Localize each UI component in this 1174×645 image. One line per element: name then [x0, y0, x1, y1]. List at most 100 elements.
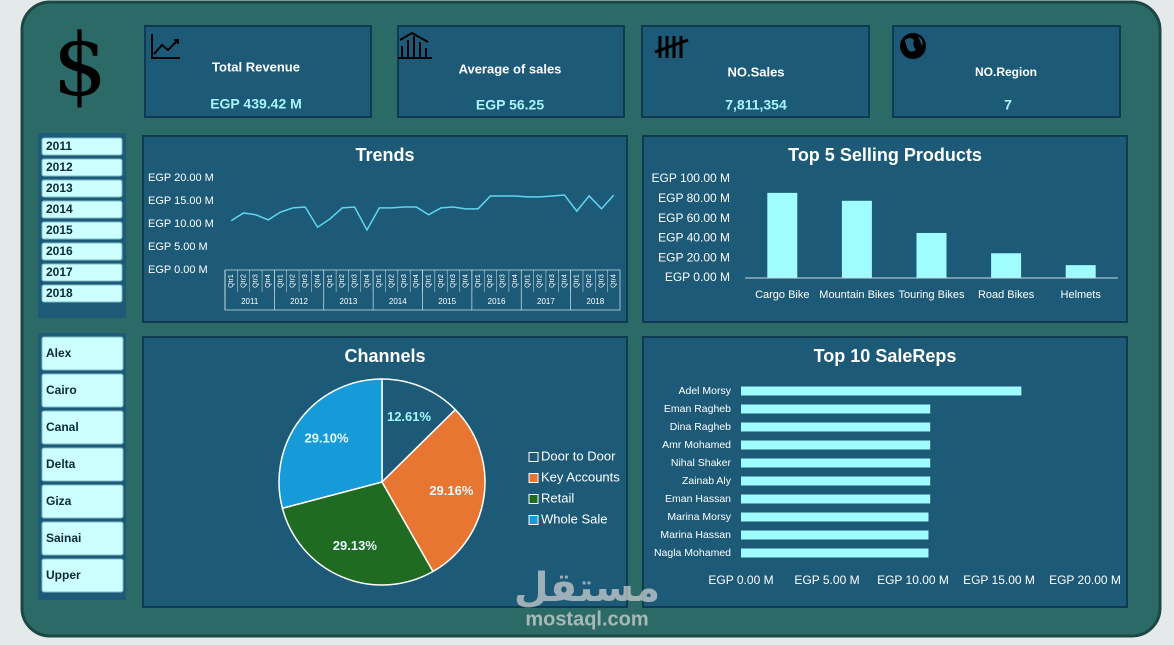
x-tick-label: Qtr2 — [339, 274, 346, 288]
x-tick-label: EGP 5.00 M — [794, 573, 859, 587]
bar — [841, 200, 872, 278]
bar — [741, 404, 931, 414]
region-button[interactable] — [41, 373, 124, 408]
chart-panel — [642, 135, 1128, 323]
x-tick-label: Qtr4 — [413, 274, 420, 288]
x-tick-label: Qtr4 — [463, 274, 470, 288]
y-tick-label: Nihal Shaker — [671, 457, 732, 469]
year-button[interactable] — [41, 263, 123, 282]
region-button-label[interactable]: Delta — [46, 457, 76, 471]
region-button[interactable] — [41, 484, 124, 519]
year-button[interactable] — [41, 137, 123, 156]
bar — [741, 494, 931, 504]
year-button-label[interactable]: 2015 — [46, 223, 73, 237]
x-tick-label: Qtr1 — [574, 274, 581, 288]
year-button[interactable] — [41, 284, 123, 303]
x-tick-label: Qtr3 — [351, 274, 358, 288]
bar — [741, 548, 929, 558]
icon-globe — [900, 33, 926, 59]
bar — [991, 253, 1022, 278]
region-button-label[interactable]: Sainai — [46, 531, 81, 545]
kpi-card — [892, 25, 1121, 118]
data-label: 29.13% — [333, 538, 378, 553]
region-button[interactable] — [41, 521, 124, 556]
x-tick-label: Qtr1 — [228, 274, 235, 288]
logo: $ — [53, 16, 108, 116]
legend-label: Whole Sale — [541, 511, 607, 526]
x-group-label: 2017 — [537, 297, 555, 306]
legend-swatch — [528, 494, 539, 504]
kpi-value: 7,811,354 — [725, 97, 787, 113]
x-tick-label: Touring Bikes — [898, 289, 965, 301]
x-tick-label: Qtr3 — [401, 274, 408, 288]
x-group-label: 2012 — [290, 297, 308, 306]
kpi-value: 7 — [1004, 97, 1012, 113]
year-button-label[interactable]: 2017 — [46, 265, 73, 279]
year-button[interactable] — [41, 158, 123, 177]
bar — [741, 422, 931, 432]
x-tick-label: Mountain Bikes — [819, 289, 895, 301]
region-button[interactable] — [41, 410, 124, 445]
icon-bars — [398, 31, 432, 59]
year-button-label[interactable]: 2012 — [46, 160, 73, 174]
region-button[interactable] — [41, 558, 124, 593]
region-button[interactable] — [41, 447, 124, 482]
x-tick-label: Qtr4 — [512, 274, 519, 288]
region-button-label[interactable]: Cairo — [46, 383, 77, 397]
bar — [741, 440, 931, 450]
x-tick-label: EGP 15.00 M — [963, 573, 1035, 587]
y-tick-label: EGP 80.00 M — [658, 191, 730, 205]
kpi-value: EGP 439.42 M — [210, 96, 302, 112]
x-tick-label: Qtr2 — [537, 274, 544, 288]
y-tick-label: Adel Morsy — [678, 385, 731, 397]
year-button[interactable] — [41, 179, 123, 198]
y-tick-label: EGP 15.00 M — [148, 195, 214, 207]
bar — [916, 232, 947, 278]
year-button-label[interactable]: 2018 — [46, 286, 73, 300]
x-tick-label: Qtr1 — [426, 274, 433, 288]
x-tick-label: Cargo Bike — [755, 289, 809, 301]
year-button-label[interactable]: 2016 — [46, 244, 73, 258]
x-tick-label: Helmets — [1061, 289, 1102, 301]
x-tick-label: Qtr2 — [388, 274, 395, 288]
data-label: 12.61% — [387, 409, 432, 424]
icon-tally — [654, 36, 689, 58]
y-tick-label: EGP 5.00 M — [148, 241, 208, 253]
region-button-label[interactable]: Giza — [46, 494, 72, 508]
bar — [741, 458, 931, 468]
pie-slice — [278, 378, 383, 510]
y-tick-label: Marina Hassan — [660, 529, 731, 541]
kpi-title: Total Revenue — [212, 59, 300, 74]
y-tick-label: Zainab Aly — [682, 475, 732, 487]
y-tick-label: EGP 40.00 M — [658, 231, 730, 245]
chart-title: Top 10 SaleReps — [814, 346, 957, 366]
x-group-label: 2013 — [340, 297, 358, 306]
x-tick-label: Qtr2 — [586, 274, 593, 288]
region-button-label[interactable]: Upper — [46, 568, 81, 582]
bar — [1065, 265, 1096, 278]
legend-swatch — [528, 515, 539, 525]
region-button[interactable] — [41, 336, 124, 371]
chart-panel — [642, 336, 1128, 608]
year-button[interactable] — [41, 242, 123, 261]
year-button-label[interactable]: 2011 — [46, 139, 72, 153]
year-button[interactable] — [41, 200, 123, 219]
year-button-label[interactable]: 2013 — [46, 181, 73, 195]
x-tick-label: Qtr4 — [265, 274, 272, 288]
trend-line — [230, 194, 615, 232]
bar — [741, 386, 1022, 396]
x-group-label: 2018 — [586, 297, 604, 306]
kpi-title: NO.Region — [975, 65, 1037, 79]
chart-panel — [142, 135, 628, 323]
x-tick-label: EGP 20.00 M — [1049, 573, 1121, 587]
x-tick-label: EGP 10.00 M — [877, 573, 949, 587]
region-button-label[interactable]: Alex — [46, 346, 72, 360]
year-button[interactable] — [41, 221, 123, 240]
kpi-title: NO.Sales — [727, 64, 784, 79]
x-tick-label: Qtr3 — [450, 274, 457, 288]
bar — [767, 192, 798, 278]
x-tick-label: Qtr4 — [561, 274, 568, 288]
region-button-label[interactable]: Canal — [46, 420, 79, 434]
year-button-label[interactable]: 2014 — [46, 202, 73, 216]
